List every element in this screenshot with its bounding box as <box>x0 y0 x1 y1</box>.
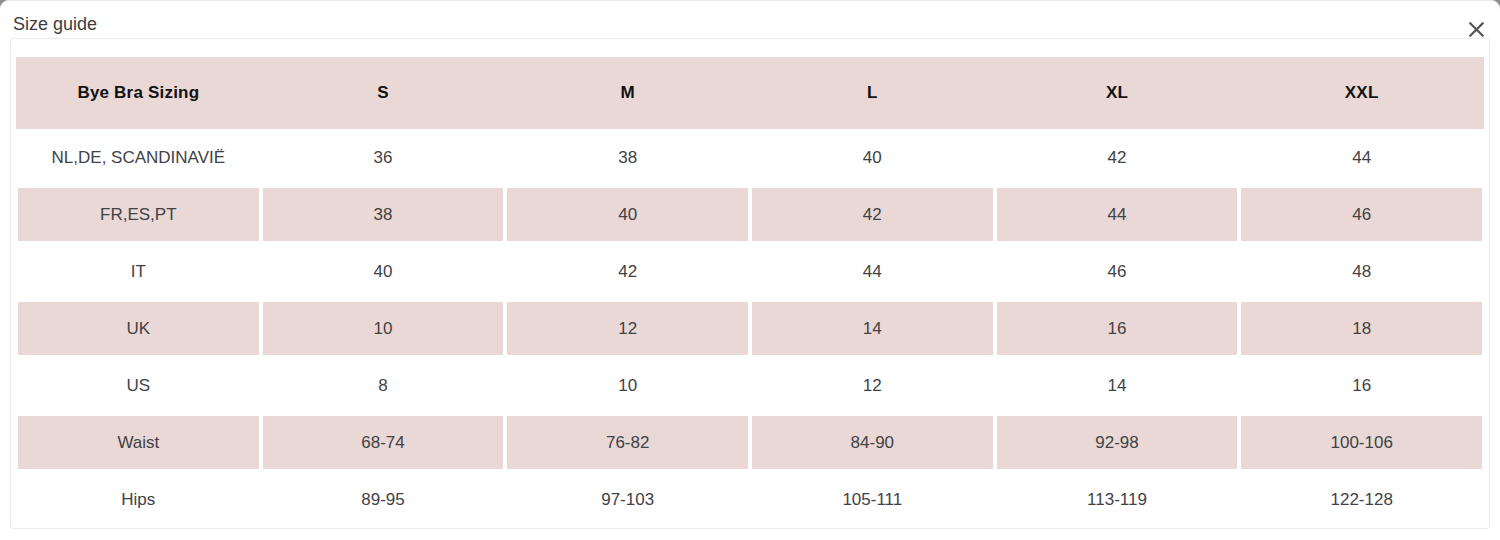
table-cell: 40 <box>750 129 995 186</box>
size-guide-modal: Size guide Bye Bra Sizing S M L XL XXL N… <box>0 0 1500 540</box>
column-header-size-l: L <box>750 57 995 129</box>
column-header-size-m: M <box>505 57 750 129</box>
table-cell: 40 <box>261 243 506 300</box>
table-cell: 122-128 <box>1239 471 1484 528</box>
table-cell: 46 <box>1239 186 1484 243</box>
table-cell: 16 <box>1239 357 1484 414</box>
table-cell: 44 <box>995 186 1240 243</box>
table-row: Hips 89-95 97-103 105-111 113-119 122-12… <box>16 471 1484 528</box>
column-header-size-xl: XL <box>995 57 1240 129</box>
table-cell: 42 <box>505 243 750 300</box>
row-label: US <box>16 357 261 414</box>
table-cell: 48 <box>1239 243 1484 300</box>
row-label: Waist <box>16 414 261 471</box>
modal-title: Size guide <box>13 13 97 35</box>
table-cell: 12 <box>750 357 995 414</box>
table-cell: 42 <box>995 129 1240 186</box>
table-cell: 36 <box>261 129 506 186</box>
table-header-row: Bye Bra Sizing S M L XL XXL <box>16 57 1484 129</box>
table-row: UK 10 12 14 16 18 <box>16 300 1484 357</box>
table-cell: 14 <box>995 357 1240 414</box>
table-row: US 8 10 12 14 16 <box>16 357 1484 414</box>
table-cell: 68-74 <box>261 414 506 471</box>
row-label: NL,DE, SCANDINAVIË <box>16 129 261 186</box>
close-icon <box>1468 21 1485 38</box>
table-row: NL,DE, SCANDINAVIË 36 38 40 42 44 <box>16 129 1484 186</box>
table-cell: 8 <box>261 357 506 414</box>
table-cell: 89-95 <box>261 471 506 528</box>
table-row: IT 40 42 44 46 48 <box>16 243 1484 300</box>
table-cell: 46 <box>995 243 1240 300</box>
table-cell: 10 <box>261 300 506 357</box>
table-cell: 76-82 <box>505 414 750 471</box>
column-header-size-s: S <box>261 57 506 129</box>
table-cell: 16 <box>995 300 1240 357</box>
table-cell: 84-90 <box>750 414 995 471</box>
row-label: IT <box>16 243 261 300</box>
row-label: Hips <box>16 471 261 528</box>
table-cell: 105-111 <box>750 471 995 528</box>
column-header-size-xxl: XXL <box>1239 57 1484 129</box>
table-cell: 18 <box>1239 300 1484 357</box>
table-cell: 42 <box>750 186 995 243</box>
table-cell: 40 <box>505 186 750 243</box>
table-cell: 38 <box>505 129 750 186</box>
row-label: FR,ES,PT <box>16 186 261 243</box>
table-row: Waist 68-74 76-82 84-90 92-98 100-106 <box>16 414 1484 471</box>
table-cell: 44 <box>750 243 995 300</box>
table-cell: 14 <box>750 300 995 357</box>
table-cell: 100-106 <box>1239 414 1484 471</box>
table-cell: 97-103 <box>505 471 750 528</box>
size-table: Bye Bra Sizing S M L XL XXL NL,DE, SCAND… <box>16 57 1484 528</box>
table-cell: 113-119 <box>995 471 1240 528</box>
table-cell: 10 <box>505 357 750 414</box>
size-table-panel: Bye Bra Sizing S M L XL XXL NL,DE, SCAND… <box>10 38 1490 529</box>
table-cell: 38 <box>261 186 506 243</box>
table-cell: 44 <box>1239 129 1484 186</box>
row-label: UK <box>16 300 261 357</box>
column-header-brand: Bye Bra Sizing <box>16 57 261 129</box>
table-cell: 92-98 <box>995 414 1240 471</box>
table-cell: 12 <box>505 300 750 357</box>
table-row: FR,ES,PT 38 40 42 44 46 <box>16 186 1484 243</box>
